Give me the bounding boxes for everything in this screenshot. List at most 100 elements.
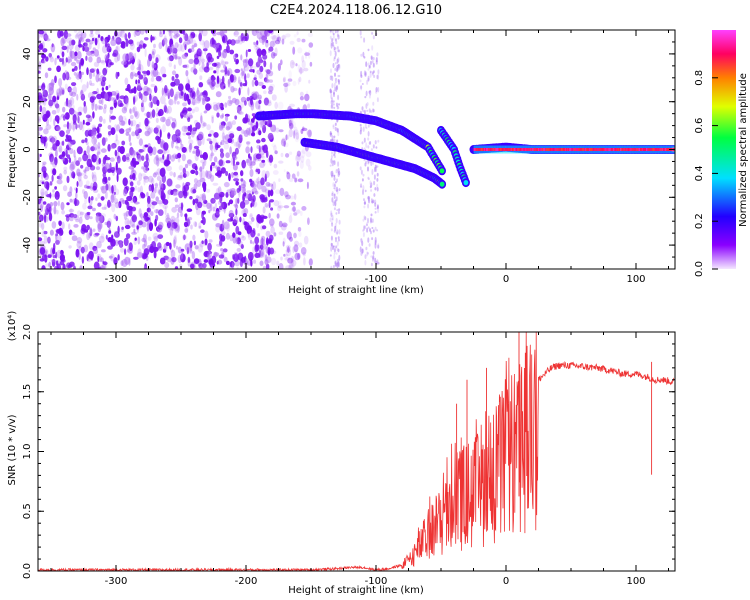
noise-speck xyxy=(40,191,45,197)
noise-speck xyxy=(219,148,224,153)
noise-speck xyxy=(288,122,294,130)
noise-speck xyxy=(247,121,253,126)
noise-speck xyxy=(188,58,194,65)
noise-speck xyxy=(109,187,113,194)
noise-speck xyxy=(253,41,256,46)
noise-speck xyxy=(97,146,101,154)
noise-speck xyxy=(178,190,184,199)
noise-speck xyxy=(137,79,141,84)
noise-speck xyxy=(293,244,299,253)
line-band-core xyxy=(530,148,533,151)
line-band-core xyxy=(579,148,581,151)
noise-speck xyxy=(265,230,271,238)
noise-streak xyxy=(336,46,339,53)
line-band-core xyxy=(484,148,487,151)
noise-speck xyxy=(198,32,202,42)
noise-speck xyxy=(174,197,178,203)
noise-speck xyxy=(192,150,196,154)
line-band-core xyxy=(559,148,562,151)
noise-speck xyxy=(116,94,119,101)
noise-speck xyxy=(200,58,206,63)
noise-speck xyxy=(177,158,181,163)
noise-streak xyxy=(334,126,337,131)
noise-speck xyxy=(158,157,163,161)
noise-speck xyxy=(187,107,192,112)
noise-streak xyxy=(329,50,332,57)
noise-speck xyxy=(90,254,94,261)
noise-speck xyxy=(201,193,206,202)
noise-speck xyxy=(141,166,144,170)
noise-speck xyxy=(296,37,301,43)
noise-speck xyxy=(301,148,307,154)
line-band-core xyxy=(654,148,656,151)
line-band-core xyxy=(611,148,614,151)
noise-speck xyxy=(110,127,116,135)
line-band-core xyxy=(497,148,499,151)
noise-speck xyxy=(222,126,225,135)
noise-streak xyxy=(335,169,338,174)
noise-speck xyxy=(168,99,174,106)
noise-speck xyxy=(241,235,247,241)
noise-speck xyxy=(79,36,83,42)
line-band-core xyxy=(528,148,530,151)
noise-speck xyxy=(78,216,83,224)
noise-speck xyxy=(193,68,198,75)
noise-speck xyxy=(214,165,218,169)
noise-speck xyxy=(230,86,235,93)
line-band-core xyxy=(658,148,660,151)
noise-streak xyxy=(334,222,337,228)
noise-speck xyxy=(69,186,73,194)
noise-speck xyxy=(115,46,119,52)
noise-speck xyxy=(74,197,77,207)
noise-speck xyxy=(195,195,199,199)
noise-speck xyxy=(100,148,107,153)
line-band-core xyxy=(644,148,646,151)
noise-speck xyxy=(266,101,272,107)
line-band-core xyxy=(655,148,657,151)
line-band-core xyxy=(525,148,527,151)
noise-speck xyxy=(49,153,54,163)
noise-speck xyxy=(198,225,202,229)
noise-speck xyxy=(256,48,262,57)
x-tick-label: -100 xyxy=(365,576,388,587)
noise-speck xyxy=(226,223,230,232)
noise-streak xyxy=(372,108,375,113)
noise-speck xyxy=(140,173,146,177)
noise-speck xyxy=(240,71,245,77)
noise-speck xyxy=(238,79,242,85)
noise-speck xyxy=(56,92,59,97)
noise-speck xyxy=(66,121,70,130)
noise-speck xyxy=(108,230,112,234)
noise-speck xyxy=(80,246,85,254)
noise-speck xyxy=(69,261,75,267)
noise-speck xyxy=(44,254,48,263)
noise-speck xyxy=(55,149,58,157)
line-band-core xyxy=(573,148,575,151)
noise-streak xyxy=(329,30,332,34)
noise-speck xyxy=(187,220,192,225)
y-tick-label: 1.5 xyxy=(22,384,33,400)
noise-speck xyxy=(184,44,187,51)
noise-speck xyxy=(138,44,143,49)
noise-speck xyxy=(203,40,210,49)
noise-speck xyxy=(274,47,278,56)
noise-speck xyxy=(268,85,274,92)
noise-speck xyxy=(64,112,70,120)
noise-streak xyxy=(331,222,334,227)
noise-speck xyxy=(286,172,291,180)
line-band-core xyxy=(505,148,508,151)
noise-streak xyxy=(338,254,341,261)
noise-speck xyxy=(86,81,89,89)
noise-speck xyxy=(147,58,151,67)
noise-speck xyxy=(106,58,112,68)
line-band-core xyxy=(617,148,619,151)
noise-speck xyxy=(247,49,252,52)
line-band-core xyxy=(659,148,662,151)
line-band-core xyxy=(595,148,597,151)
noise-speck xyxy=(167,56,173,62)
noise-speck xyxy=(77,210,81,217)
noise-speck xyxy=(128,165,135,170)
noise-speck xyxy=(243,180,246,187)
noise-streak xyxy=(333,174,336,177)
snr-y-label: SNR (10 * v/v) xyxy=(7,414,18,485)
